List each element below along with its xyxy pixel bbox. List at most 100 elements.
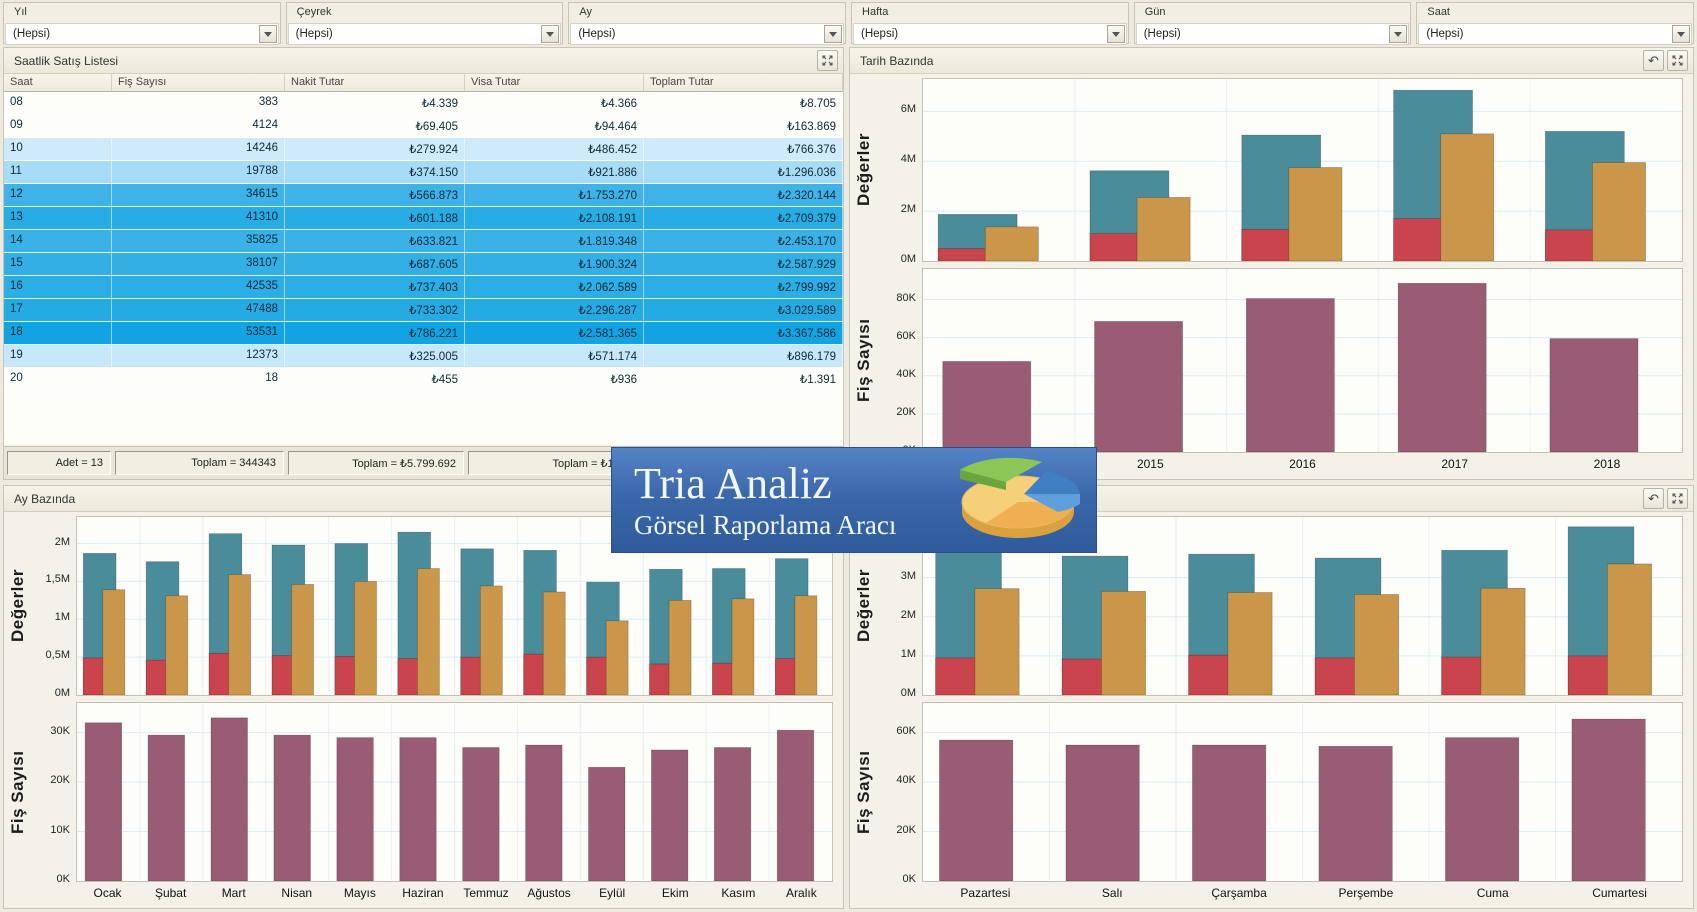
table-row[interactable]: 12 34615 ₺566.873 ₺1.753.270 ₺2.320.144 <box>4 184 843 207</box>
y-axis-ticks: 0K20K40K60K80K <box>876 268 922 457</box>
y-tick-label: 6M <box>900 103 916 116</box>
table-row[interactable]: 17 47488 ₺733.302 ₺2.296.287 ₺3.029.589 <box>4 299 843 322</box>
x-axis-category-label: Çarşamba <box>1211 886 1267 900</box>
y-tick-label: 1,5M <box>45 573 70 586</box>
table-cell: ₺2.062.589 <box>465 276 644 298</box>
table-cell: ₺374.150 <box>285 161 465 183</box>
table-cell: ₺4.339 <box>285 92 465 114</box>
filter-ceyrek[interactable]: Çeyrek (Hepsi) <box>285 2 564 45</box>
table-cell: 14246 <box>112 138 285 160</box>
filter-yil[interactable]: Yıl (Hepsi) <box>3 2 281 45</box>
x-axis-category-label: 2017 <box>1441 457 1469 471</box>
table-cell: 47488 <box>112 299 285 321</box>
y-axis-label: Fiş Sayısı <box>854 750 873 834</box>
table-cell: ₺8.705 <box>644 92 843 114</box>
x-axis-category-label: Mayıs <box>343 886 376 900</box>
filter-label: Çeyrek <box>296 6 332 18</box>
filter-gun[interactable]: Gün (Hepsi) <box>1133 2 1412 45</box>
y-axis-ticks: 0M 1M 2M 3M <box>876 516 922 699</box>
table-row[interactable]: 18 53531 ₺786.221 ₺2.581.365 ₺3.367.586 <box>4 322 843 345</box>
x-axis-category-label: Cuma <box>1476 886 1509 900</box>
plot-area[interactable] <box>76 702 833 882</box>
filter-label: Yıl <box>14 6 27 18</box>
table-cell: ₺1.391 <box>644 368 843 390</box>
table-cell: ₺1.753.270 <box>465 184 644 206</box>
filter-hafta[interactable]: Hafta (Hepsi) <box>851 2 1129 45</box>
expand-icon[interactable] <box>1667 488 1688 509</box>
logo-title: Tria Analiz <box>634 459 832 508</box>
filter-value: (Hepsi) <box>1426 28 1464 40</box>
filter-combobox[interactable]: (Hepsi) <box>853 23 1127 45</box>
footer-summary-cell: Toplam = 344343 <box>115 451 284 475</box>
column-header[interactable]: Visa Tutar <box>465 74 644 91</box>
table-cell: ₺1.819.348 <box>465 230 644 252</box>
y-tick-label: 1M <box>54 611 70 624</box>
table-cell: ₺163.869 <box>644 115 843 137</box>
footer-summary-cell: Adet = 13 <box>7 451 111 475</box>
filter-ay[interactable]: Ay (Hepsi) <box>568 2 847 45</box>
column-header[interactable]: Fiş Sayısı <box>112 74 285 91</box>
chevron-down-icon[interactable] <box>1672 25 1691 43</box>
logo-subtitle: Görsel Raporlama Aracı <box>634 510 897 540</box>
table-cell: 08 <box>4 92 112 114</box>
y-tick-label: 40K <box>896 367 916 380</box>
table-row[interactable]: 11 19788 ₺374.150 ₺921.886 ₺1.296.036 <box>4 161 843 184</box>
pie-chart-icon <box>960 457 1080 538</box>
filter-label: Ay <box>579 6 592 18</box>
table-row[interactable]: 20 18 ₺455 ₺936 ₺1.391 <box>4 368 843 391</box>
plot-area[interactable] <box>922 78 1683 262</box>
table-row[interactable]: 08 383 ₺4.339 ₺4.366 ₺8.705 <box>4 92 843 115</box>
chevron-down-icon[interactable] <box>1389 25 1408 43</box>
x-axis-category-label: 2016 <box>1289 457 1316 471</box>
table-cell: ₺766.376 <box>644 138 843 160</box>
sales-table: Saat Fiş Sayısı Nakit Tutar Visa Tutar Topla… <box>4 74 843 445</box>
table-cell: 38107 <box>112 253 285 275</box>
table-row[interactable]: 13 41310 ₺601.188 ₺2.108.191 ₺2.709.379 <box>4 207 843 230</box>
plot-area[interactable] <box>922 268 1683 453</box>
table-cell: ₺2.799.992 <box>644 276 843 298</box>
filter-saat[interactable]: Saat (Hepsi) <box>1416 2 1695 45</box>
table-cell: ₺737.403 <box>285 276 465 298</box>
table-cell: ₺786.221 <box>285 322 465 344</box>
filter-combobox[interactable]: (Hepsi) <box>287 23 562 45</box>
table-row[interactable]: 14 35825 ₺633.821 ₺1.819.348 ₺2.453.170 <box>4 230 843 253</box>
table-row[interactable]: 10 14246 ₺279.924 ₺486.452 ₺766.376 <box>4 138 843 161</box>
expand-icon[interactable] <box>817 50 838 71</box>
undo-icon[interactable]: ↶ <box>1643 488 1664 509</box>
y-tick-label: 60K <box>896 329 916 342</box>
x-axis-category-label: Salı <box>1101 886 1123 900</box>
plot-area[interactable] <box>922 516 1683 696</box>
chevron-down-icon[interactable] <box>1106 25 1125 43</box>
filter-label: Gün <box>1144 6 1166 18</box>
table-cell: ₺3.367.586 <box>644 322 843 344</box>
column-header[interactable]: Nakit Tutar <box>285 74 465 91</box>
table-row[interactable]: 16 42535 ₺737.403 ₺2.062.589 ₺2.799.992 <box>4 276 843 299</box>
table-cell: ₺733.302 <box>285 299 465 321</box>
chart-tarih-fis: Fiş Sayısı 0K20K40K60K80K 20152016201720… <box>852 268 1683 475</box>
table-cell: 383 <box>112 92 285 114</box>
y-tick-label: 0M <box>54 687 70 699</box>
table-cell: 14 <box>4 230 112 252</box>
filter-combobox[interactable]: (Hepsi) <box>1135 23 1410 45</box>
x-axis-labels: Ocak Şubat Mart Nisan Mayıs Haziran Temmuz Ağus… <box>76 882 833 904</box>
undo-icon[interactable]: ↶ <box>1643 50 1664 71</box>
table-cell: 4124 <box>112 115 285 137</box>
filter-combobox[interactable]: (Hepsi) <box>570 23 845 45</box>
filter-combobox[interactable]: (Hepsi) <box>1418 23 1693 45</box>
expand-icon[interactable] <box>1667 50 1688 71</box>
column-header[interactable]: Saat <box>4 74 112 91</box>
x-axis-category-label: Mart <box>221 886 246 900</box>
y-axis-label: Değerler <box>8 569 27 643</box>
chevron-down-icon[interactable] <box>258 25 277 43</box>
table-row[interactable]: 15 38107 ₺687.605 ₺1.900.324 ₺2.587.929 <box>4 253 843 276</box>
plot-area[interactable] <box>922 702 1683 882</box>
chevron-down-icon[interactable] <box>541 25 560 43</box>
filter-value: (Hepsi) <box>13 28 51 40</box>
table-row[interactable]: 19 12373 ₺325.005 ₺571.174 ₺896.179 <box>4 345 843 368</box>
filter-combobox[interactable]: (Hepsi) <box>5 23 279 45</box>
table-cell: ₺2.320.144 <box>644 184 843 206</box>
table-row[interactable]: 09 4124 ₺69.405 ₺94.464 ₺163.869 <box>4 115 843 138</box>
chevron-down-icon[interactable] <box>824 25 843 43</box>
column-header[interactable]: Toplam Tutar <box>644 74 843 91</box>
